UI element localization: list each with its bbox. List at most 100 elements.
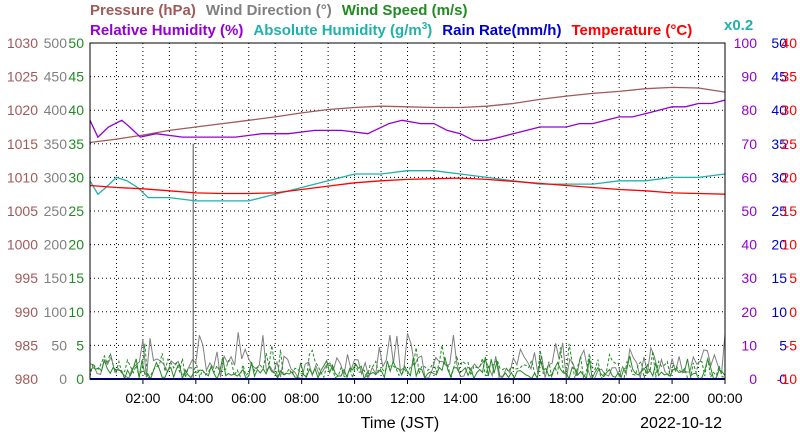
y-tick-label: 25 <box>68 203 84 219</box>
scale-note: x0.2 <box>724 17 753 34</box>
y-tick-label: 5 <box>76 337 84 353</box>
y-tick-label: 5 <box>789 270 797 286</box>
y-tick-label: 1005 <box>7 203 38 219</box>
y-tick-label: 5 <box>779 337 787 353</box>
y-tick-label: 70 <box>741 136 757 152</box>
chart-grid <box>90 43 725 379</box>
y-tick-label: 40 <box>68 102 84 118</box>
y-tick-label: 300 <box>44 169 68 185</box>
chart-series <box>89 86 726 381</box>
y-tick-label: 50 <box>741 203 757 219</box>
y-tick-label: 60 <box>741 169 757 185</box>
x-tick-label: 02:00 <box>125 390 160 406</box>
y-tick-label: 45 <box>771 69 787 85</box>
x-tick-label: 00:00 <box>707 390 742 406</box>
series-line <box>89 170 726 202</box>
x-tick-label: 16:00 <box>496 390 531 406</box>
x-tick-label: 08:00 <box>284 390 319 406</box>
y-tick-label: 15 <box>781 203 797 219</box>
x-tick-label: 14:00 <box>443 390 478 406</box>
y-tick-label: 30 <box>68 169 84 185</box>
y-tick-label: 450 <box>44 69 68 85</box>
legend-entry: Temperature (°C) <box>571 22 692 39</box>
x-tick-label: 04:00 <box>178 390 213 406</box>
y-tick-label: 50 <box>771 35 787 51</box>
y-tick-label: 1000 <box>7 237 38 253</box>
y-tick-label: 1020 <box>7 102 38 118</box>
y-tick-label: 980 <box>15 371 39 387</box>
y-tick-label: 35 <box>771 136 787 152</box>
y-tick-label: 250 <box>44 203 68 219</box>
chart-legend: Pressure (hPa) Wind Direction (°) Wind Spe… <box>90 2 753 39</box>
y-tick-label: 400 <box>44 102 68 118</box>
x-tick-label: 12:00 <box>390 390 425 406</box>
y-tick-label: 1010 <box>7 169 38 185</box>
y-tick-label: 0 <box>76 371 84 387</box>
x-tick-label: 06:00 <box>231 390 266 406</box>
y-tick-label: 50 <box>68 35 84 51</box>
series-line <box>89 86 726 144</box>
series-line <box>89 177 726 195</box>
y-tick-label: 0 <box>779 371 787 387</box>
legend-entry: Relative Humidity (%) <box>90 22 243 39</box>
y-tick-label: 15 <box>771 270 787 286</box>
y-tick-label: 100 <box>734 35 758 51</box>
y-tick-label: 100 <box>44 304 68 320</box>
legend-entry: Wind Direction (°) <box>206 2 332 19</box>
y-tick-label: 200 <box>44 237 68 253</box>
y-tick-label: 15 <box>68 270 84 286</box>
x-axis: 02:00 04:00 06:00 08:00 10:00 12:00 14:00 16:00… <box>125 379 743 432</box>
y-tick-label: 35 <box>781 69 797 85</box>
y-tick-label: 30 <box>781 102 797 118</box>
y-tick-label: 30 <box>771 169 787 185</box>
series-line <box>89 355 726 381</box>
date-label: 2022-10-12 <box>640 415 722 432</box>
y-tick-label: 25 <box>781 136 797 152</box>
legend-entry: Rain Rate(mm/h) <box>442 22 561 39</box>
y-tick-label: -10 <box>777 371 797 387</box>
y-tick-label: 35 <box>68 136 84 152</box>
y-tick-label: 990 <box>15 304 39 320</box>
chart-axes: 9809859909951000100510101015102010251030… <box>7 35 797 387</box>
y-tick-label: 985 <box>15 337 39 353</box>
y-tick-label: 40 <box>741 237 757 253</box>
y-tick-label: 40 <box>771 102 787 118</box>
y-tick-label: 40 <box>781 35 797 51</box>
series-line <box>89 343 726 381</box>
y-tick-label: 20 <box>781 169 797 185</box>
y-tick-label: 0 <box>789 304 797 320</box>
y-tick-label: 995 <box>15 270 39 286</box>
y-tick-label: 150 <box>44 270 68 286</box>
y-tick-label: 30 <box>741 270 757 286</box>
y-tick-label: 0 <box>59 371 67 387</box>
y-tick-label: 80 <box>741 102 757 118</box>
x-tick-label: 22:00 <box>655 390 690 406</box>
y-tick-label: 10 <box>781 237 797 253</box>
y-tick-label: 0 <box>749 371 757 387</box>
y-tick-label: 1025 <box>7 69 38 85</box>
y-tick-label: -5 <box>785 337 798 353</box>
y-tick-label: 20 <box>68 237 84 253</box>
x-tick-label: 10:00 <box>337 390 372 406</box>
y-tick-label: 25 <box>771 203 787 219</box>
legend-entry: Pressure (hPa) <box>90 2 196 19</box>
y-tick-label: 90 <box>741 69 757 85</box>
y-tick-label: 500 <box>44 35 68 51</box>
legend-entry: Absolute Humidity (g/m3) <box>253 21 432 39</box>
y-tick-label: 350 <box>44 136 68 152</box>
y-tick-label: 10 <box>741 337 757 353</box>
y-tick-label: 20 <box>771 237 787 253</box>
y-tick-label: 1015 <box>7 136 38 152</box>
legend-entry: Wind Speed (m/s) <box>342 2 468 19</box>
series-line <box>89 99 726 142</box>
y-tick-label: 1030 <box>7 35 38 51</box>
y-tick-label: 50 <box>51 337 67 353</box>
y-tick-label: 45 <box>68 69 84 85</box>
x-tick-label: 20:00 <box>602 390 637 406</box>
y-tick-label: 10 <box>771 304 787 320</box>
series-line <box>89 332 726 380</box>
x-axis-label: Time (JST) <box>361 415 440 432</box>
y-tick-label: 20 <box>741 304 757 320</box>
y-tick-label: 10 <box>68 304 84 320</box>
